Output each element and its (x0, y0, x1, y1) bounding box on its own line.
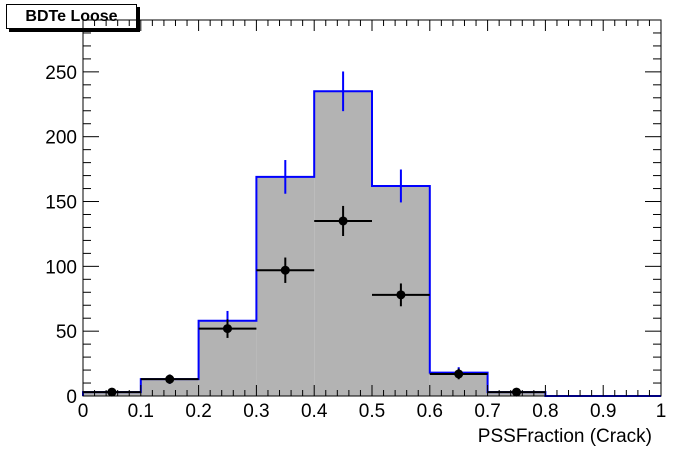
data-point (512, 387, 521, 397)
x-tick-label: 0.7 (474, 401, 500, 422)
histogram-bar (429, 372, 488, 396)
x-tick-label: 0.8 (532, 401, 558, 422)
x-tick-label: 1 (656, 401, 667, 422)
histogram-bar (314, 91, 372, 396)
histogram-bar (256, 176, 315, 396)
histogram-bar (140, 379, 199, 396)
axis-ticks (82, 19, 662, 397)
data-points (83, 205, 546, 397)
data-point (338, 216, 348, 226)
x-tick-label: 0.4 (301, 401, 328, 422)
x-tick-label: 0.5 (359, 401, 385, 422)
data-point (107, 387, 117, 397)
x-tick-label: 0.1 (128, 401, 154, 422)
y-tick-label: 150 (45, 193, 77, 214)
data-point (454, 369, 464, 379)
data-point (280, 265, 290, 275)
mc-histogram (82, 71, 661, 397)
data-point (396, 290, 406, 300)
y-tick-label: 250 (45, 63, 77, 84)
data-point (223, 324, 232, 334)
x-tick-label: 0.6 (417, 401, 443, 422)
x-tick-label: 0 (78, 401, 89, 422)
x-tick-label: 0.9 (590, 401, 616, 422)
data-point (165, 374, 175, 384)
y-tick-label: 100 (45, 257, 77, 278)
x-tick-label: 0.3 (243, 401, 269, 422)
chart-title: BDTe Loose (6, 4, 137, 29)
x-axis-title: PSSFraction (Crack) (478, 426, 652, 447)
y-tick-label: 0 (66, 387, 77, 408)
y-tick-label: 50 (56, 322, 77, 343)
tick-labels: 0 0.1 0.2 0.3 0.4 0.5 0.6 0.7 0.8 0.9 1 0 50 100 150 20… (45, 63, 666, 422)
x-tick-label: 0.2 (185, 401, 211, 422)
y-tick-label: 200 (45, 128, 77, 149)
